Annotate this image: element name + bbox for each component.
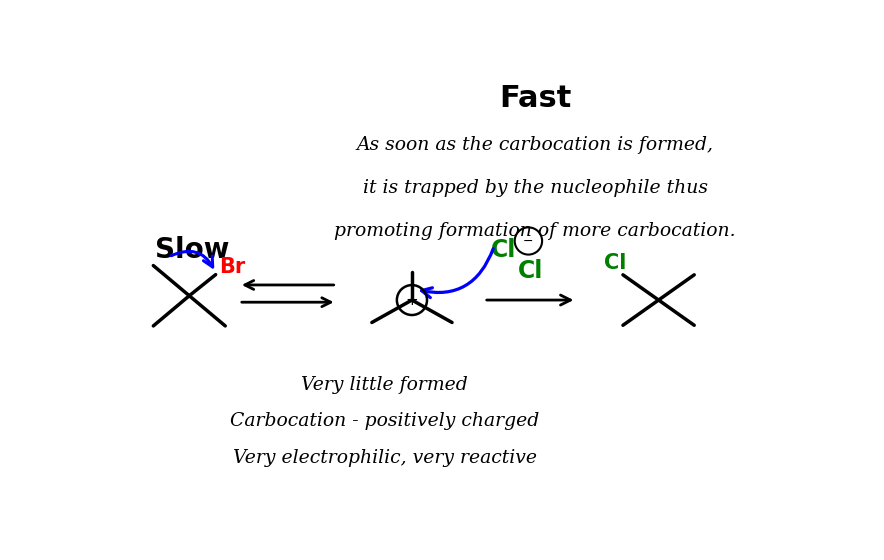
- Text: Carbocation - positively charged: Carbocation - positively charged: [230, 412, 539, 430]
- Text: Cl: Cl: [517, 259, 543, 283]
- Text: Very electrophilic, very reactive: Very electrophilic, very reactive: [232, 449, 537, 467]
- Text: +: +: [406, 292, 418, 307]
- Text: Slow: Slow: [155, 236, 230, 264]
- Text: Cl: Cl: [604, 253, 627, 273]
- Text: Cl: Cl: [491, 239, 516, 263]
- Text: promoting formation of more carbocation.: promoting formation of more carbocation.: [334, 222, 736, 240]
- Text: −: −: [523, 235, 534, 248]
- Text: it is trapped by the nucleophile thus: it is trapped by the nucleophile thus: [362, 179, 708, 197]
- Text: As soon as the carbocation is formed,: As soon as the carbocation is formed,: [357, 136, 713, 154]
- Text: Fast: Fast: [499, 85, 571, 114]
- Text: Br: Br: [219, 257, 246, 277]
- Text: Very little formed: Very little formed: [301, 376, 468, 394]
